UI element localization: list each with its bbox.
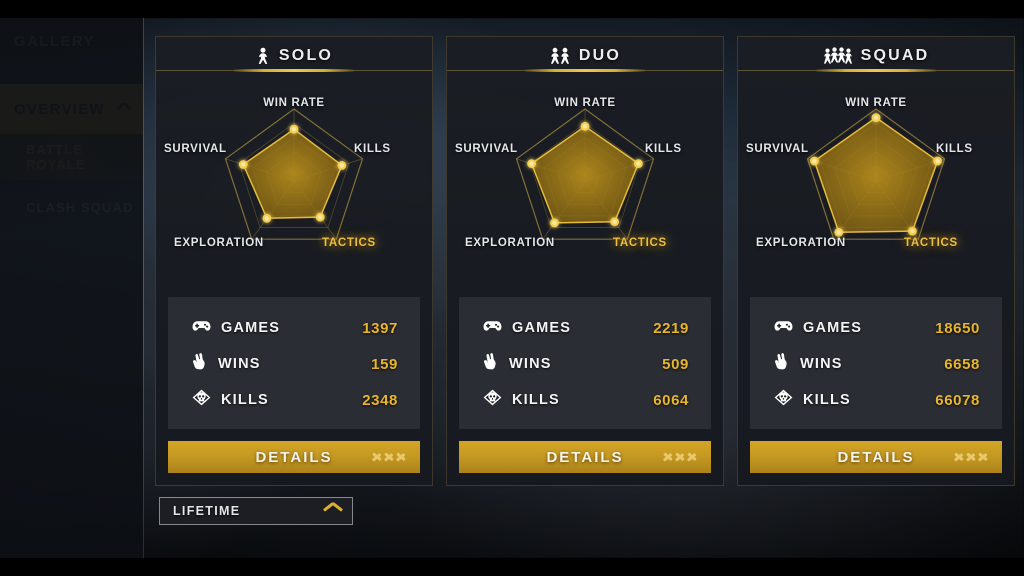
card-header-squad: SQUAD bbox=[738, 41, 1014, 72]
stat-row-kills: KILLS 6064 bbox=[459, 382, 711, 418]
sidebar bbox=[0, 18, 143, 558]
radar-axis-label-tactics: TACTICS bbox=[904, 237, 958, 249]
radar-axis-label-kills: KILLS bbox=[354, 143, 391, 155]
stat-row-kills: KILLS 66078 bbox=[750, 382, 1002, 418]
details-button-label: DETAILS bbox=[255, 448, 333, 466]
mode-title: DUO bbox=[578, 47, 622, 64]
details-button-wrap: DETAILS bbox=[168, 441, 420, 473]
victory-hand-icon bbox=[483, 353, 499, 375]
stat-value-kills: 2348 bbox=[362, 391, 398, 409]
stat-value-kills: 6064 bbox=[653, 391, 689, 409]
radar-panel-duo: WIN RATE KILLS TACTICS EXPLORATION SURVIVAL bbox=[447, 71, 723, 297]
radar-chart bbox=[224, 108, 364, 240]
stat-value-wins: 159 bbox=[371, 355, 398, 373]
stat-value-games: 18650 bbox=[935, 319, 980, 337]
stat-value-wins: 509 bbox=[662, 355, 689, 373]
four-players-icon bbox=[823, 47, 853, 65]
stat-value-games: 2219 bbox=[653, 319, 689, 337]
skull-icon bbox=[774, 389, 793, 411]
details-button-wrap: DETAILS bbox=[750, 441, 1002, 473]
lifetime-filter-dropdown[interactable]: LIFETIME bbox=[159, 497, 353, 525]
chevrons-right-icon bbox=[664, 441, 697, 473]
radar-axis-label-win-rate: WIN RATE bbox=[263, 97, 325, 109]
stat-label-games: GAMES bbox=[221, 320, 281, 336]
stat-row-games: GAMES 1397 bbox=[168, 310, 420, 346]
victory-hand-icon bbox=[774, 353, 790, 375]
radar-axis-label-kills: KILLS bbox=[936, 143, 973, 155]
chevron-up-icon bbox=[324, 506, 342, 517]
radar-panel-squad: WIN RATE KILLS TACTICS EXPLORATION SURVIVAL bbox=[738, 71, 1014, 297]
radar-axis-label-kills: KILLS bbox=[645, 143, 682, 155]
stat-label-wins: WINS bbox=[800, 356, 843, 372]
stat-row-kills: KILLS 2348 bbox=[168, 382, 420, 418]
header-rule-accent bbox=[525, 69, 645, 72]
details-button-squad[interactable]: DETAILS bbox=[750, 441, 1002, 473]
details-button-solo[interactable]: DETAILS bbox=[168, 441, 420, 473]
stat-label-wins: WINS bbox=[218, 356, 261, 372]
victory-hand-icon bbox=[192, 353, 208, 375]
header-rule-accent bbox=[816, 69, 936, 72]
card-header-solo: SOLO bbox=[156, 41, 432, 72]
stat-value-wins: 6658 bbox=[944, 355, 980, 373]
stat-label-games: GAMES bbox=[512, 320, 572, 336]
sidebar-divider bbox=[143, 18, 144, 558]
mode-title: SQUAD bbox=[860, 47, 930, 64]
stat-row-wins: WINS 159 bbox=[168, 346, 420, 382]
stat-row-games: GAMES 18650 bbox=[750, 310, 1002, 346]
stat-row-wins: WINS 6658 bbox=[750, 346, 1002, 382]
radar-axis-label-tactics: TACTICS bbox=[322, 237, 376, 249]
radar-axis-label-exploration: EXPLORATION bbox=[465, 237, 555, 249]
chevrons-right-icon bbox=[955, 441, 988, 473]
stat-value-kills: 66078 bbox=[935, 391, 980, 409]
skull-icon bbox=[483, 389, 502, 411]
stats-panel-solo: GAMES 1397 WINS 159 KILLS 2348 bbox=[168, 297, 420, 429]
radar-axis-label-win-rate: WIN RATE bbox=[554, 97, 616, 109]
radar-axis-label-win-rate: WIN RATE bbox=[845, 97, 907, 109]
gamepad-icon bbox=[192, 319, 211, 338]
radar-axis-label-exploration: EXPLORATION bbox=[756, 237, 846, 249]
stats-panel-duo: GAMES 2219 WINS 509 KILLS 6064 bbox=[459, 297, 711, 429]
stat-label-wins: WINS bbox=[509, 356, 552, 372]
radar-axis-label-survival: SURVIVAL bbox=[164, 143, 227, 155]
radar-axis-label-survival: SURVIVAL bbox=[455, 143, 518, 155]
details-button-duo[interactable]: DETAILS bbox=[459, 441, 711, 473]
stat-label-kills: KILLS bbox=[803, 392, 851, 408]
single-player-icon bbox=[255, 47, 271, 65]
mode-card-solo: SOLO WIN RATE KILLS TACTICS EXPLORATION SURVI… bbox=[155, 36, 433, 486]
gamepad-icon bbox=[774, 319, 793, 338]
stat-label-games: GAMES bbox=[803, 320, 863, 336]
details-button-label: DETAILS bbox=[546, 448, 624, 466]
mode-cards-row: SOLO WIN RATE KILLS TACTICS EXPLORATION SURVI… bbox=[155, 36, 1015, 486]
letterbox-bottom bbox=[0, 558, 1024, 576]
letterbox-top bbox=[0, 0, 1024, 18]
radar-axis-label-tactics: TACTICS bbox=[613, 237, 667, 249]
radar-chart bbox=[806, 108, 946, 240]
stat-row-wins: WINS 509 bbox=[459, 346, 711, 382]
card-header-duo: DUO bbox=[447, 41, 723, 72]
details-button-label: DETAILS bbox=[837, 448, 915, 466]
mode-card-squad: SQUAD WIN RATE KILLS TACTICS EXPLORATION SURV… bbox=[737, 36, 1015, 486]
details-button-wrap: DETAILS bbox=[459, 441, 711, 473]
header-rule-accent bbox=[234, 69, 354, 72]
lifetime-filter-label: LIFETIME bbox=[173, 504, 241, 518]
stat-row-games: GAMES 2219 bbox=[459, 310, 711, 346]
stats-panel-squad: GAMES 18650 WINS 6658 KILLS 66078 bbox=[750, 297, 1002, 429]
radar-axis-label-exploration: EXPLORATION bbox=[174, 237, 264, 249]
skull-icon bbox=[192, 389, 211, 411]
gamepad-icon bbox=[483, 319, 502, 338]
mode-card-duo: DUO WIN RATE KILLS TACTICS EXPLORATION SURVIV… bbox=[446, 36, 724, 486]
two-players-icon bbox=[549, 47, 571, 65]
chevrons-right-icon bbox=[373, 441, 406, 473]
stat-label-kills: KILLS bbox=[221, 392, 269, 408]
mode-title: SOLO bbox=[278, 47, 334, 64]
radar-chart bbox=[515, 108, 655, 240]
stat-value-games: 1397 bbox=[362, 319, 398, 337]
stat-label-kills: KILLS bbox=[512, 392, 560, 408]
radar-axis-label-survival: SURVIVAL bbox=[746, 143, 809, 155]
radar-panel-solo: WIN RATE KILLS TACTICS EXPLORATION SURVIVAL bbox=[156, 71, 432, 297]
